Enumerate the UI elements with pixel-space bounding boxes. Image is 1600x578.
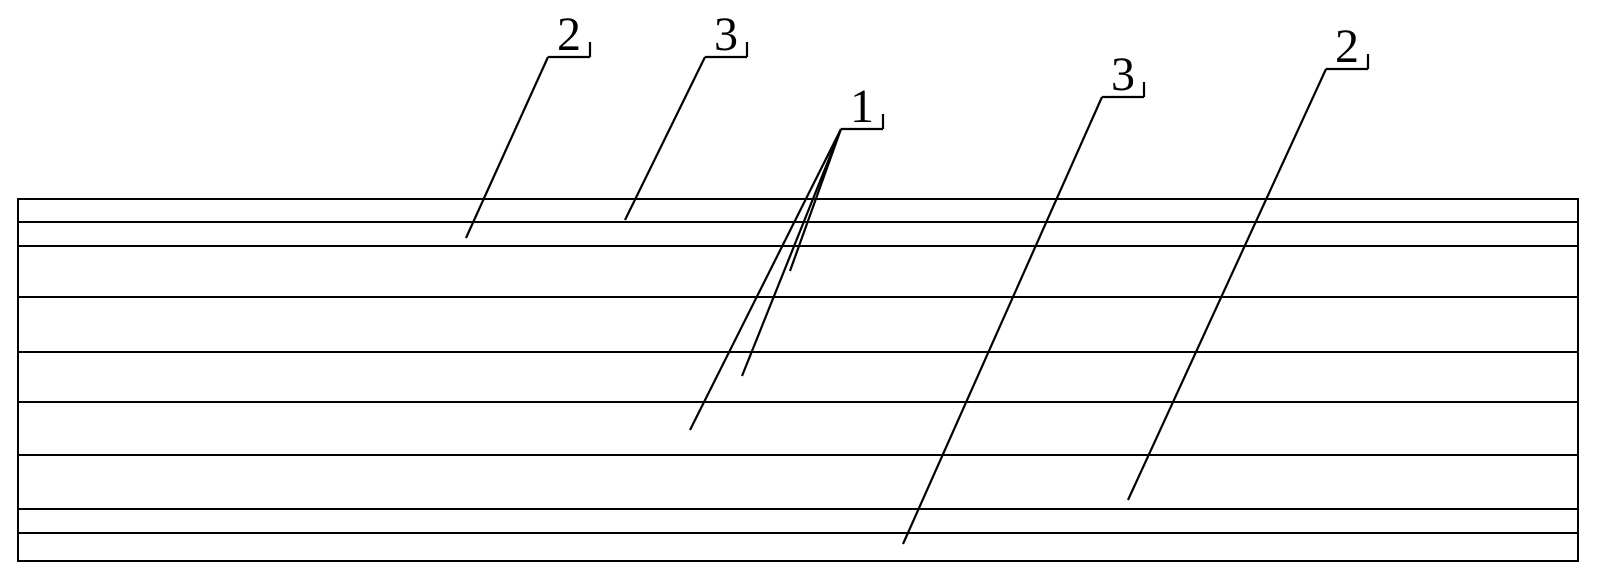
- callout-1-label: 1: [850, 80, 874, 133]
- callout-leaders: 2 3 1 3 2: [466, 8, 1368, 544]
- callout-2-left: 2: [466, 8, 590, 238]
- callout-3-right-label: 3: [1111, 48, 1135, 101]
- callout-3-left-label: 3: [714, 8, 738, 61]
- callout-2-right: 2: [1128, 20, 1368, 500]
- diagram-canvas: 2 3 1 3 2: [0, 0, 1600, 578]
- callout-1: 1: [690, 80, 883, 430]
- cross-section-outline: [18, 199, 1578, 561]
- callout-3-left: 3: [625, 8, 747, 220]
- callout-2-left-label: 2: [557, 8, 581, 61]
- callout-2-right-label: 2: [1335, 20, 1359, 73]
- layer-boundaries: [18, 222, 1578, 533]
